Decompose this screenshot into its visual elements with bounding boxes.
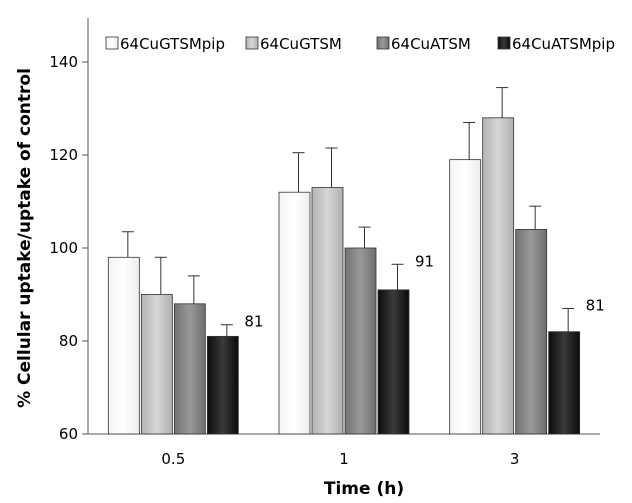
bar-64CuGTSMpip-1 (278, 191, 311, 435)
bar-64CuGTSM-1 (311, 187, 344, 435)
legend-swatch (376, 36, 390, 50)
bar-64CuGTSMpip-0.5 (107, 256, 140, 435)
bar-64CuATSMpip-3 (548, 331, 581, 435)
legend-label: 64CuGTSMpip (120, 35, 225, 53)
bars (107, 117, 581, 435)
data-label: 91 (415, 252, 434, 270)
bar-64CuGTSMpip-3 (449, 159, 482, 435)
y-tick-label: 100 (49, 239, 78, 257)
y-tick-label: 80 (59, 332, 78, 350)
bar-64CuATSMpip-1 (377, 289, 410, 435)
y-tick-label: 140 (49, 53, 78, 71)
bar-64CuATSM-1 (344, 247, 377, 435)
x-tick-label: 0.5 (161, 450, 185, 468)
y-tick-label: 60 (59, 425, 78, 443)
bar-64CuATSMpip-0.5 (206, 335, 239, 435)
legend-label: 64CuATSM (391, 35, 471, 53)
error-bars (121, 87, 575, 337)
bar-64CuATSM-0.5 (173, 303, 206, 435)
legend-swatch (105, 36, 119, 50)
y-axis-title: % Cellular uptake/uptake of control (15, 68, 35, 408)
legend-swatch (497, 36, 511, 50)
legend-label: 64CuATSMpip (512, 35, 615, 53)
x-axis-title: Time (h) (324, 479, 404, 499)
legend-label: 64CuGTSM (260, 35, 342, 53)
bar-64CuGTSM-0.5 (140, 294, 173, 435)
bar-64CuATSM-3 (515, 228, 548, 435)
axes (87, 18, 600, 435)
y-ticks: 60 80 100 120 140 (49, 53, 88, 443)
x-tick-label: 3 (510, 450, 520, 468)
legend-swatch (245, 36, 259, 50)
bar-64CuGTSM-3 (482, 117, 515, 435)
data-label: 81 (586, 296, 605, 314)
data-labels: 81 91 81 (244, 252, 604, 330)
y-tick-label: 120 (49, 146, 78, 164)
data-label: 81 (244, 313, 263, 331)
legend: 64CuGTSMpip 64CuGTSM 64CuATSM 64CuATSMpip (105, 35, 615, 53)
x-tick-label: 1 (339, 450, 349, 468)
x-ticks: 0.5 1 3 (161, 450, 519, 468)
